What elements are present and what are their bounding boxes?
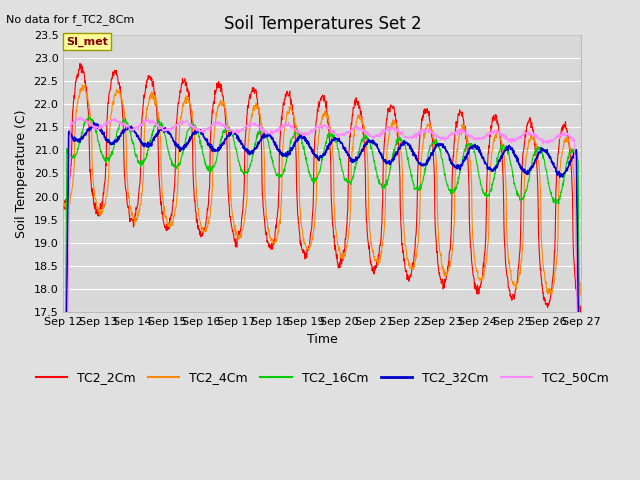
Text: SI_met: SI_met [66,37,108,47]
TC2_4Cm [403,252,411,258]
TC2_4Cm [175,139,182,145]
TC2_16Cm [163,137,170,143]
TC2_4Cm [60,203,67,208]
TC2_4Cm [233,232,241,238]
TC2_32Cm [175,143,182,149]
TC2_32Cm [233,133,241,139]
TC2_2Cm [516,244,524,250]
TC2_16Cm [403,151,411,156]
TC2_50Cm [77,115,84,120]
TC2_2Cm [163,228,170,233]
TC2_50Cm [163,128,170,133]
TC2_2Cm [233,244,241,250]
TC2_2Cm [577,311,585,317]
TC2_2Cm [76,61,84,67]
Line: TC2_4Cm: TC2_4Cm [63,85,581,296]
X-axis label: Time: Time [307,333,338,346]
TC2_2Cm [175,99,182,105]
TC2_4Cm [577,293,585,299]
Legend: TC2_2Cm, TC2_4Cm, TC2_16Cm, TC2_32Cm, TC2_50Cm: TC2_2Cm, TC2_4Cm, TC2_16Cm, TC2_32Cm, TC… [31,366,614,389]
TC2_4Cm [516,272,524,277]
Line: TC2_2Cm: TC2_2Cm [63,64,581,314]
TC2_16Cm [470,149,478,155]
TC2_32Cm [163,127,170,133]
Y-axis label: Soil Temperature (C): Soil Temperature (C) [15,109,28,238]
TC2_50Cm [175,120,182,126]
TC2_2Cm [470,286,478,292]
TC2_32Cm [516,164,524,170]
Text: No data for f_TC2_8Cm: No data for f_TC2_8Cm [6,14,134,25]
TC2_32Cm [90,120,98,126]
TC2_50Cm [470,137,478,143]
TC2_16Cm [233,150,241,156]
TC2_32Cm [470,144,478,150]
TC2_50Cm [233,126,241,132]
TC2_4Cm [79,82,86,88]
TC2_50Cm [403,134,411,140]
TC2_4Cm [470,255,478,261]
TC2_50Cm [516,136,524,142]
TC2_16Cm [84,113,92,119]
TC2_32Cm [403,140,411,145]
Title: Soil Temperatures Set 2: Soil Temperatures Set 2 [223,15,421,33]
Line: TC2_32Cm: TC2_32Cm [63,123,581,480]
TC2_2Cm [60,205,67,211]
Line: TC2_16Cm: TC2_16Cm [63,116,581,480]
Line: TC2_50Cm: TC2_50Cm [63,118,581,480]
TC2_16Cm [516,197,524,203]
TC2_2Cm [403,270,411,276]
TC2_16Cm [175,162,182,168]
TC2_4Cm [163,213,170,219]
